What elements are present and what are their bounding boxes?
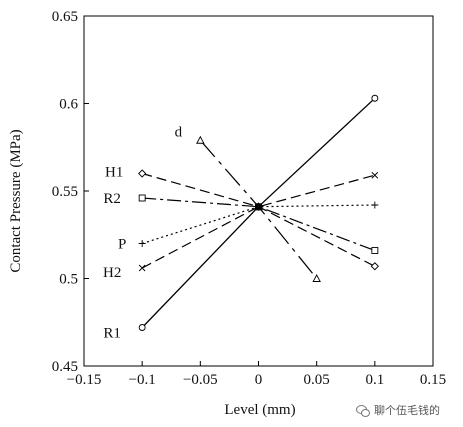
center-point-marker	[255, 203, 262, 210]
series-label-P: P	[118, 237, 126, 253]
x-tick-label: −0.1	[129, 372, 156, 388]
y-tick-label: 0.5	[59, 272, 78, 288]
x-tick-label: −0.05	[183, 372, 218, 388]
x-tick-label: 0	[255, 372, 263, 388]
y-tick-label: 0.6	[59, 97, 78, 113]
series-label-H2: H2	[103, 265, 121, 281]
series-line-R2	[142, 197, 376, 252]
plot-frame	[83, 15, 434, 367]
series-H1	[138, 169, 379, 271]
series-line-H2	[141, 174, 375, 269]
x-tick-label: 0.05	[304, 372, 330, 388]
y-tick-label: 0.65	[52, 9, 78, 25]
chat-bubbles-icon	[356, 404, 370, 417]
watermark: 聊个伍毛钱的	[356, 402, 440, 418]
point-H2-marker	[371, 171, 379, 179]
y-tick-label: 0.45	[52, 359, 78, 375]
x-tick-label: 0.15	[420, 372, 446, 388]
series-label-R2: R2	[103, 191, 121, 207]
point-d-marker	[196, 135, 205, 144]
plot-border	[83, 15, 434, 367]
series-line-H1	[142, 172, 376, 267]
x-axis-ticks: −0.15 −0.1 −0.05 0 0.05 0.1 0.15	[67, 361, 446, 388]
series-label-d: d	[175, 124, 183, 140]
series-labels: d H1 R2 P H2 R1	[103, 124, 183, 341]
y-axis-ticks: 0.45 0.5 0.55 0.6 0.65	[52, 9, 89, 375]
point-H2-marker	[138, 264, 146, 272]
x-axis-title: Level (mm)	[224, 402, 295, 418]
point-R1-marker	[138, 324, 146, 331]
point-H1-marker	[370, 262, 379, 271]
y-axis-title: Contact Pressure (MPa)	[8, 129, 24, 272]
series-label-R1: R1	[103, 326, 121, 342]
series-layer	[138, 94, 379, 331]
x-tick-label: 0.1	[365, 372, 384, 388]
point-H1-marker	[138, 169, 147, 178]
watermark-text: 聊个伍毛钱的	[374, 404, 440, 417]
point-P-marker	[138, 240, 146, 247]
series-label-H1: H1	[105, 165, 123, 181]
point-P-marker	[371, 201, 379, 209]
y-tick-label: 0.55	[52, 184, 78, 200]
point-R2-marker	[371, 247, 379, 254]
series-H2	[138, 171, 379, 272]
point-R1-marker	[371, 94, 379, 102]
point-R2-marker	[138, 194, 146, 202]
x-tick-label: −0.15	[67, 372, 102, 388]
point-d-marker	[312, 274, 321, 282]
